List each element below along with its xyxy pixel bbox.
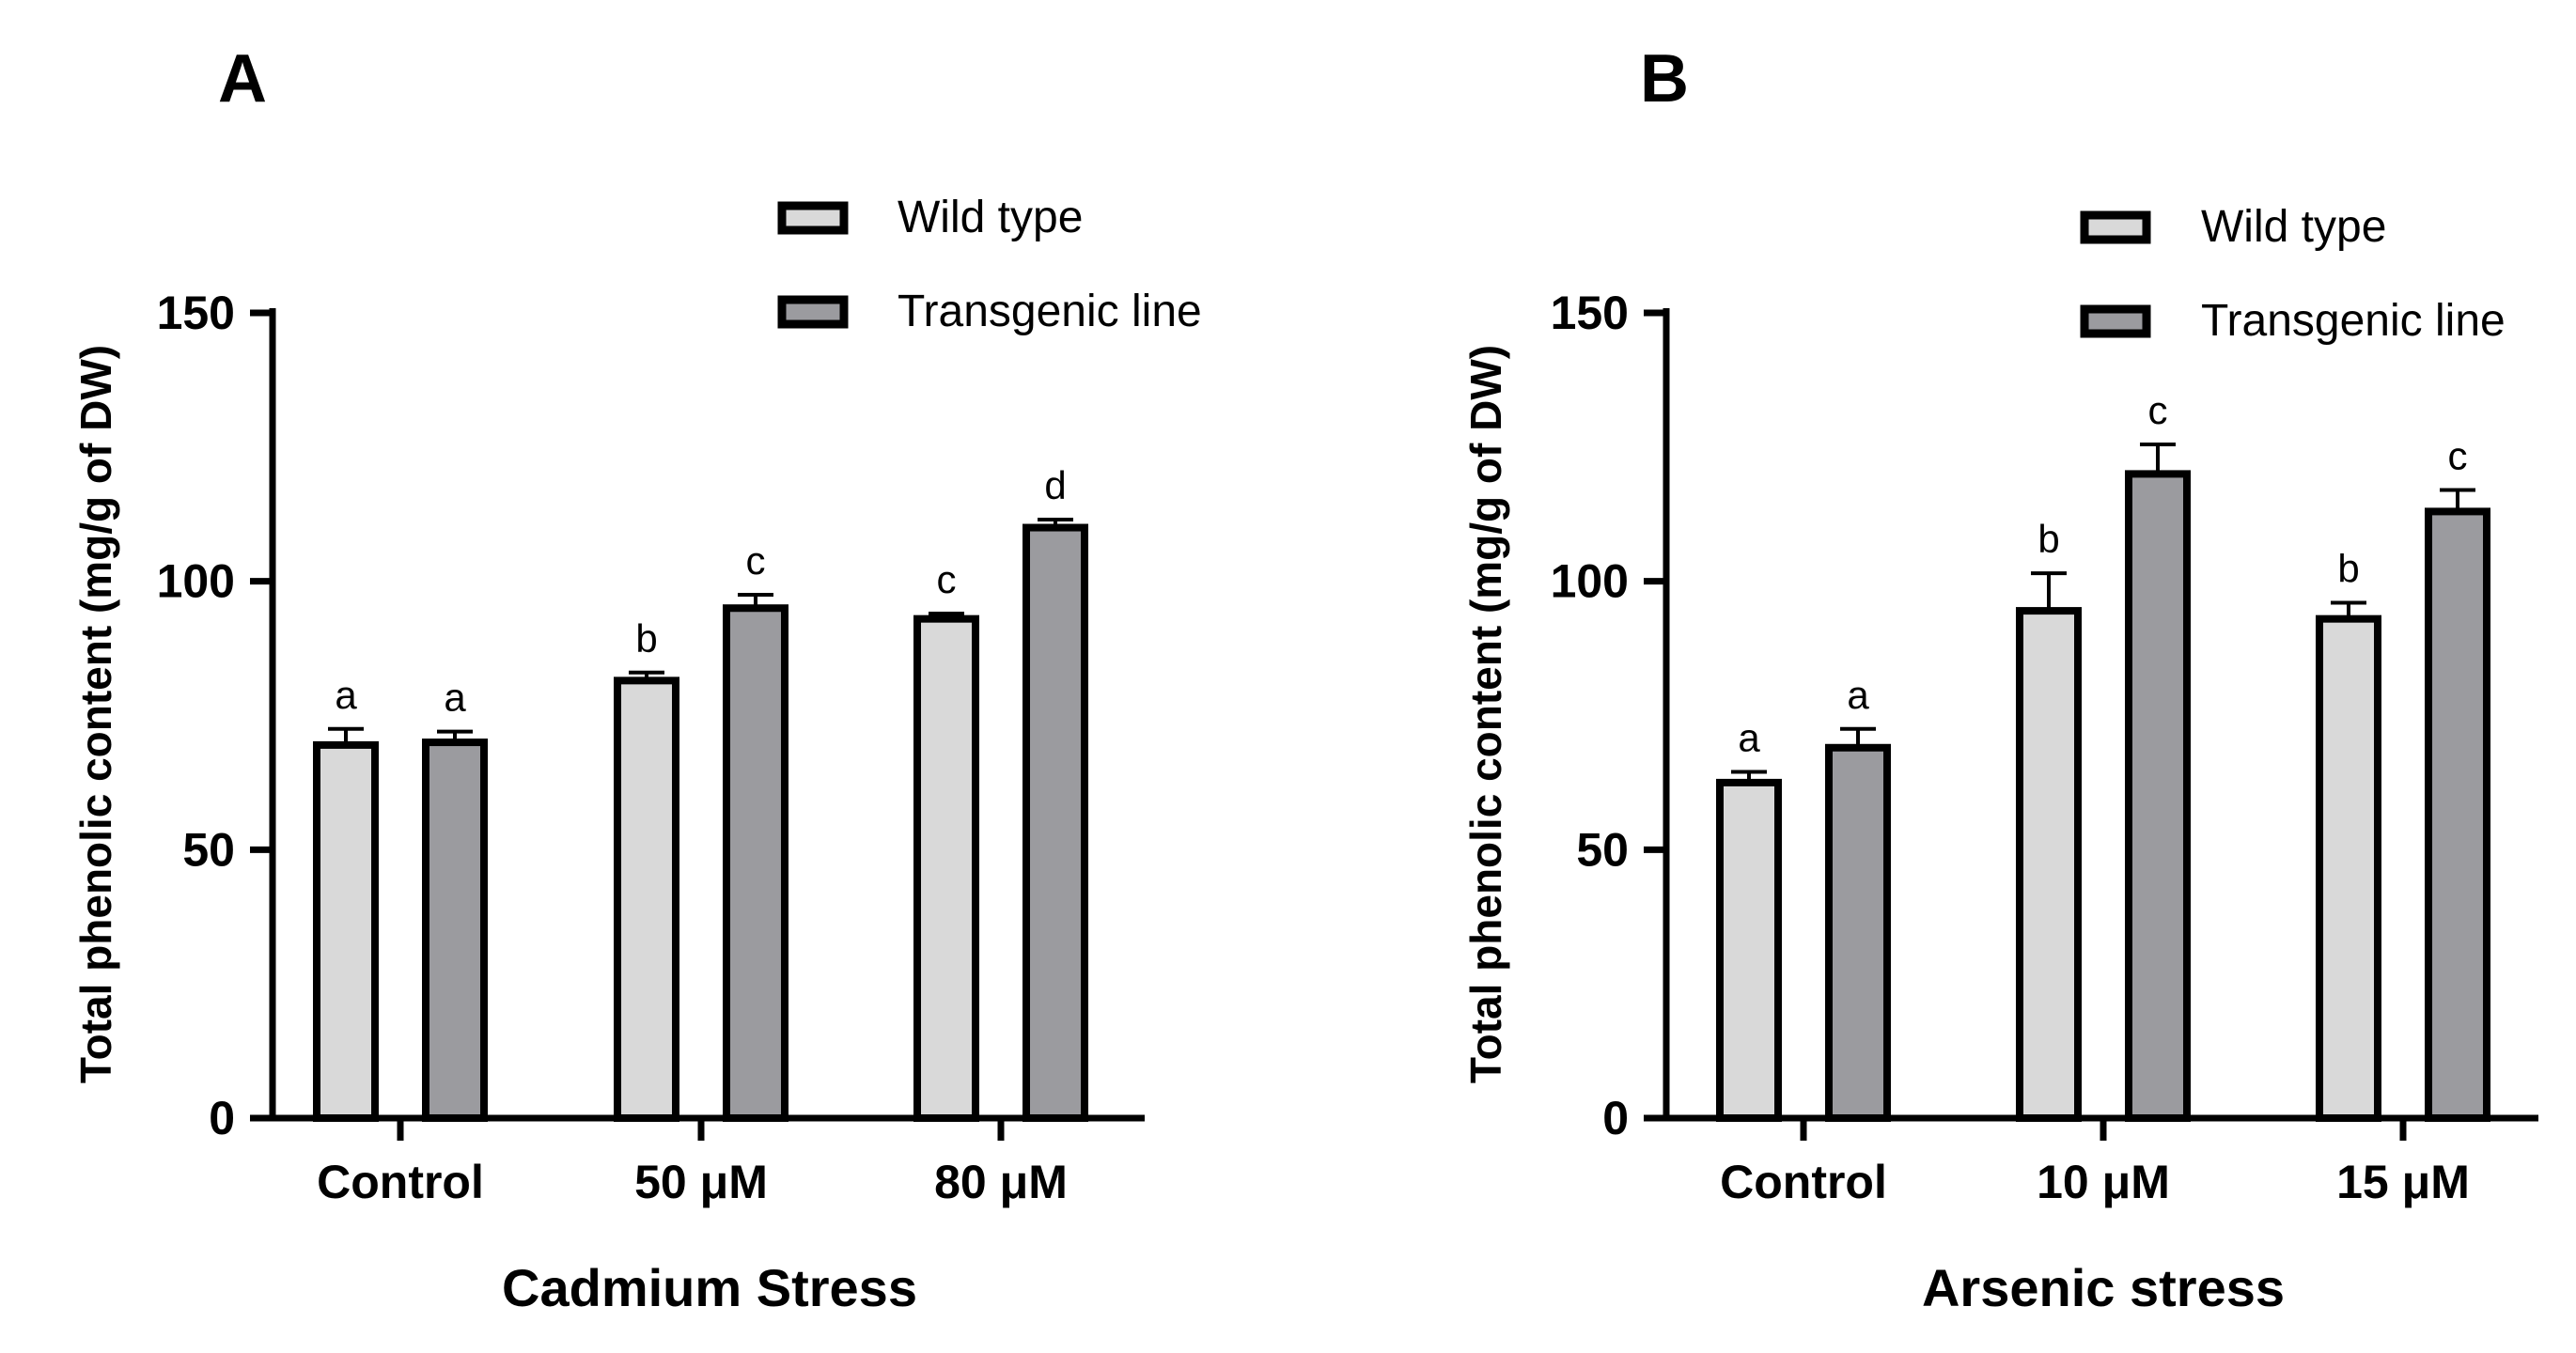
transgenic-bar-b	[1825, 743, 1891, 1123]
category-label-a: 50 μM	[634, 1156, 768, 1208]
wild-type-bar-b	[1716, 778, 1782, 1123]
y-tick-label-a: 50	[182, 823, 235, 876]
panel-letter-b: B	[1640, 41, 1689, 117]
y-tick-label-a: 150	[157, 287, 235, 339]
significance-letter-b: b	[2037, 517, 2059, 561]
y-ticks-b: 0 50 100 150	[1551, 287, 1666, 1144]
legend-b: Wild type Transgenic line	[2080, 202, 2506, 346]
significance-letter-a: d	[1044, 463, 1066, 507]
significance-letter-b: c	[2148, 388, 2168, 432]
wild-type-bar-a	[614, 676, 679, 1122]
legend-swatch-transgenic-b	[2080, 304, 2151, 338]
y-tick-label-b: 0	[1602, 1092, 1629, 1144]
category-labels-b: Control 10 μM 15 μM	[1720, 1118, 2470, 1208]
transgenic-bar-b	[2125, 470, 2191, 1122]
significance-letter-a: c	[937, 557, 957, 601]
transgenic-bar-a	[723, 604, 788, 1122]
bars-a: a a b c c d	[313, 463, 1088, 1122]
x-axis-label-b: Arsenic stress	[1922, 1258, 2285, 1317]
category-label-b: Control	[1720, 1156, 1887, 1208]
transgenic-bar-b	[2425, 507, 2490, 1122]
panel-a: A Total phenolic content (mg/g of DW) Wi…	[71, 41, 1202, 1317]
panel-b: B Total phenolic content (mg/g of DW) Wi…	[1461, 41, 2538, 1317]
y-tick-label-a: 100	[157, 555, 235, 608]
legend-label-wild-type-b: Wild type	[2201, 202, 2386, 252]
significance-letter-b: a	[1847, 673, 1869, 717]
significance-letter-a: c	[746, 538, 766, 583]
significance-letter-b: a	[1738, 715, 1760, 759]
wild-type-bar-b	[2316, 614, 2381, 1122]
significance-letter-a: b	[635, 616, 657, 661]
bars-b: a a b c b c	[1716, 388, 2490, 1123]
legend-label-wild-type-a: Wild type	[898, 193, 1083, 242]
legend-label-transgenic-a: Transgenic line	[898, 287, 1202, 336]
legend-swatch-wild-type-a	[777, 201, 849, 235]
y-tick-label-b: 100	[1551, 555, 1629, 608]
category-label-a: 80 μM	[934, 1156, 1068, 1208]
significance-letter-a: a	[335, 673, 357, 717]
y-tick-label-b: 50	[1576, 823, 1629, 876]
axes-a	[269, 308, 1145, 1122]
legend-label-transgenic-b: Transgenic line	[2201, 296, 2506, 346]
legend-swatch-wild-type-b	[2080, 210, 2151, 244]
category-label-b: 10 μM	[2037, 1156, 2170, 1208]
category-label-a: Control	[317, 1156, 484, 1208]
category-labels-a: Control 50 μM 80 μM	[317, 1118, 1068, 1208]
category-label-b: 15 μM	[2336, 1156, 2470, 1208]
significance-letter-b: c	[2448, 434, 2468, 478]
x-axis-label-a: Cadmium Stress	[502, 1258, 917, 1317]
wild-type-bar-b	[2016, 607, 2082, 1122]
y-axis-label-b: Total phenolic content (mg/g of DW)	[1461, 345, 1510, 1083]
y-axis-label-a: Total phenolic content (mg/g of DW)	[71, 345, 120, 1083]
legend-a: Wild type Transgenic line	[777, 193, 1202, 336]
y-ticks-a: 0 50 100 150	[157, 287, 273, 1144]
wild-type-bar-a	[913, 614, 979, 1122]
transgenic-bar-a	[422, 739, 488, 1122]
wild-type-bar-a	[313, 740, 379, 1122]
axes-b	[1663, 308, 2538, 1122]
significance-letter-a: a	[444, 676, 466, 720]
significance-letter-b: b	[2337, 547, 2359, 591]
y-tick-label-a: 0	[209, 1092, 235, 1144]
legend-swatch-transgenic-a	[777, 295, 849, 329]
transgenic-bar-a	[1023, 523, 1088, 1122]
panel-letter-a: A	[218, 41, 267, 117]
y-tick-label-b: 150	[1551, 287, 1629, 339]
